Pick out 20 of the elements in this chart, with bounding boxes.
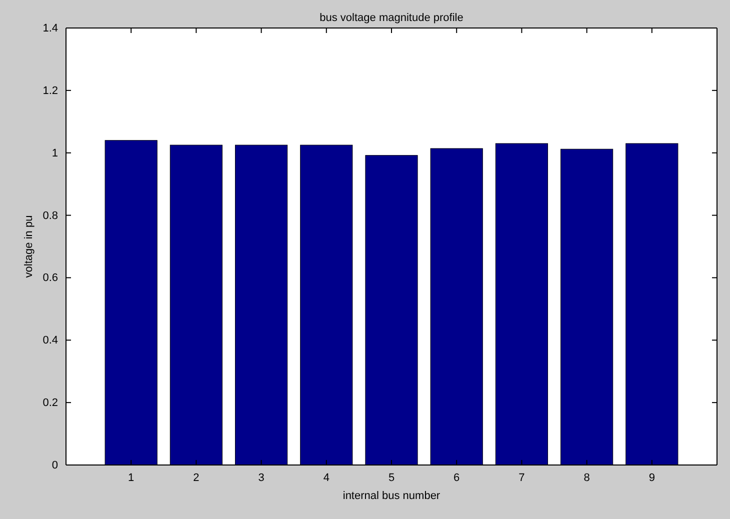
x-axis-title: internal bus number [342, 490, 440, 502]
x-tick-label: 9 [648, 472, 655, 484]
x-tick-label: 7 [518, 472, 525, 484]
x-tick-label: 8 [584, 472, 590, 484]
x-tick-label: 3 [258, 472, 264, 484]
y-tick-label: 1 [52, 147, 58, 160]
y-axis-title: voltage in pu [23, 215, 35, 278]
y-tick-label: 0 [52, 460, 58, 472]
y-tick-label: 0.2 [42, 397, 58, 410]
y-tick-label: 0.8 [42, 210, 58, 222]
x-tick-label: 2 [193, 472, 200, 484]
x-tick-label: 4 [323, 472, 330, 484]
y-tick-label: 0.4 [42, 334, 58, 347]
y-tick-label: 0.6 [42, 272, 58, 284]
chart-title: bus voltage magnitude profile [320, 12, 464, 24]
y-tick-label: 1.2 [42, 84, 58, 97]
x-tick-label: 6 [454, 472, 460, 484]
y-tick-label: 1.4 [42, 22, 58, 35]
x-tick-label: 5 [388, 472, 395, 484]
x-tick-label: 1 [128, 472, 134, 484]
